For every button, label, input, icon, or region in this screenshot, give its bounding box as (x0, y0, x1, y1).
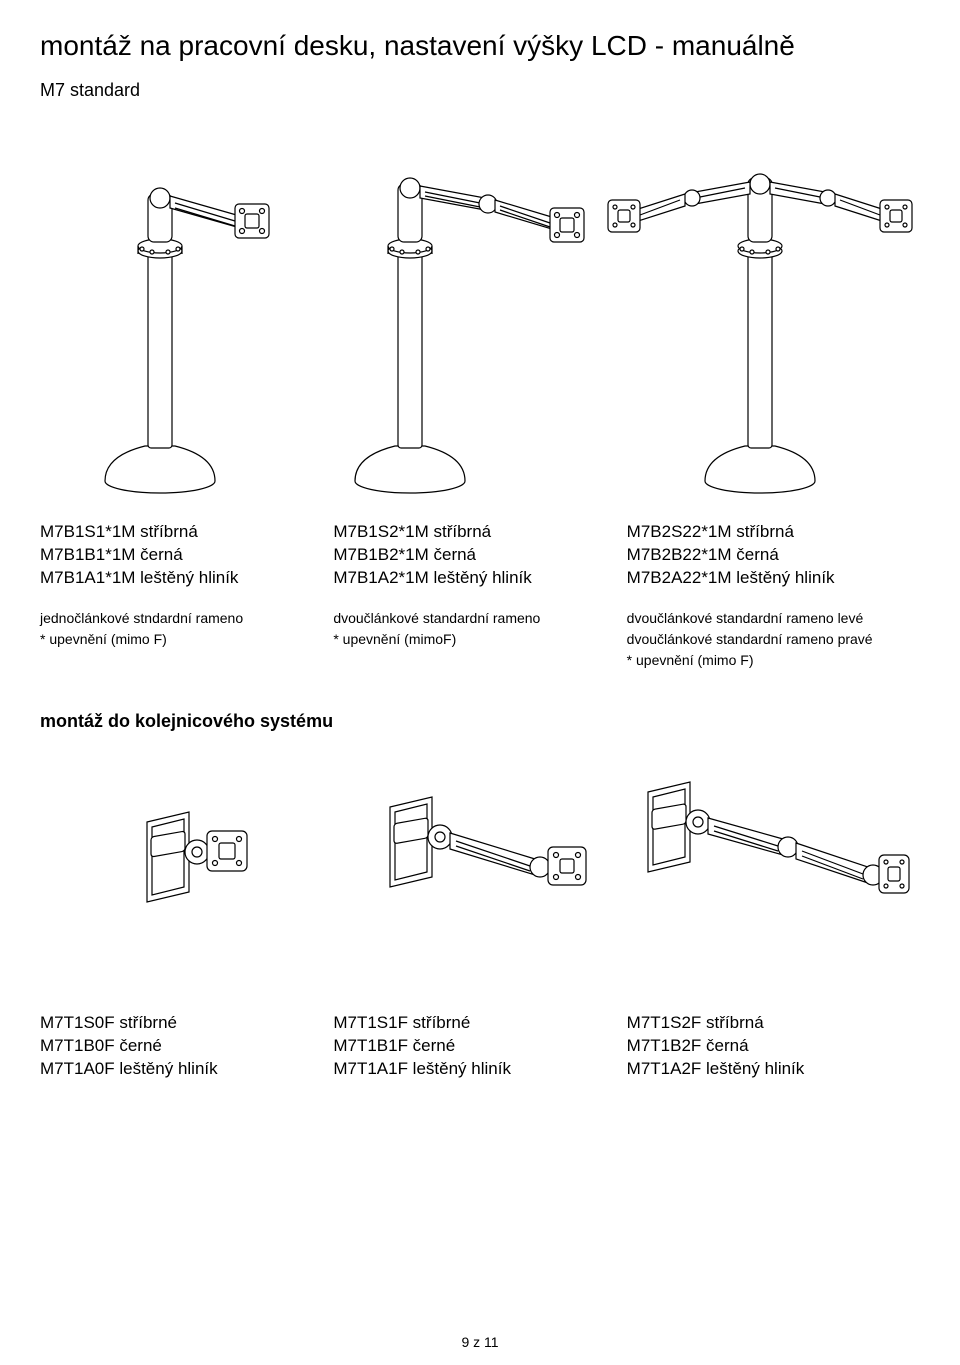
figure-row-1 (40, 126, 920, 496)
code-line: M7B1B1*1M černá (40, 544, 323, 567)
desc-col-3: dvoučlánkové standardní rameno levé dvou… (627, 608, 920, 671)
code-line: M7B1A1*1M leštěný hliník (40, 567, 323, 590)
code-line: M7B1B2*1M černá (333, 544, 616, 567)
mount-double-arm-icon (600, 136, 920, 496)
rail-mount-noarm-icon (117, 797, 257, 937)
code-line: M7T1A2F leštěný hliník (627, 1058, 910, 1081)
desc-line: dvoučlánkové standardní rameno pravé (627, 629, 910, 650)
code-line: M7B1S2*1M stříbrná (333, 521, 616, 544)
rail-mount-single-arm-icon (370, 787, 590, 947)
figure-cell-1 (40, 126, 320, 496)
figure2-cell-3 (627, 762, 920, 972)
code-line: M7B1A2*1M leštěný hliník (333, 567, 616, 590)
code-line: M7T1S0F stříbrné (40, 1012, 323, 1035)
section2-title: montáž do kolejnicového systému (40, 711, 920, 732)
figure-cell-3 (600, 126, 920, 496)
figure2-cell-1 (40, 762, 333, 972)
desc-line: * upevnění (mimo F) (627, 650, 910, 671)
code-line: M7T1A0F leštěný hliník (40, 1058, 323, 1081)
codes-col-2: M7B1S2*1M stříbrná M7B1B2*1M černá M7B1A… (333, 521, 626, 590)
codes-col-1: M7B1S1*1M stříbrná M7B1B1*1M černá M7B1A… (40, 521, 333, 590)
page-number: 9 z 11 (0, 1334, 960, 1350)
code-line: M7T1S1F stříbrné (333, 1012, 616, 1035)
code-line: M7B2A22*1M leštěný hliník (627, 567, 910, 590)
desc-line: dvoučlánkové standardní rameno levé (627, 608, 910, 629)
desc-line: dvoučlánkové standardní rameno (333, 608, 616, 629)
figure2-cell-2 (333, 762, 626, 972)
code-line: M7B1S1*1M stříbrná (40, 521, 323, 544)
codes2-col-3: M7T1S2F stříbrná M7T1B2F černá M7T1A2F l… (627, 1012, 920, 1081)
figure-cell-2 (320, 126, 600, 496)
rail-mount-dual-arm-icon (633, 777, 913, 957)
desc-line: * upevnění (mimoF) (333, 629, 616, 650)
page-subtitle: M7 standard (40, 80, 920, 101)
codes-row-1: M7B1S1*1M stříbrná M7B1B1*1M černá M7B1A… (40, 521, 920, 590)
code-line: M7B2B22*1M černá (627, 544, 910, 567)
desc-col-1: jednočlánkové stndardní rameno * upevněn… (40, 608, 333, 671)
mount-single-arm-icon (80, 136, 280, 496)
code-line: M7T1S2F stříbrná (627, 1012, 910, 1035)
code-line: M7T1B2F černá (627, 1035, 910, 1058)
codes2-col-1: M7T1S0F stříbrné M7T1B0F černé M7T1A0F l… (40, 1012, 333, 1081)
figure-row-2 (40, 762, 920, 972)
code-line: M7B2S22*1M stříbrná (627, 521, 910, 544)
desc-line: jednočlánkové stndardní rameno (40, 608, 323, 629)
code-line: M7T1B1F černé (333, 1035, 616, 1058)
mount-dual-arm-icon (330, 136, 590, 496)
page-title: montáž na pracovní desku, nastavení výšk… (40, 30, 920, 62)
code-line: M7T1B0F černé (40, 1035, 323, 1058)
desc-row-1: jednočlánkové stndardní rameno * upevněn… (40, 608, 920, 671)
codes2-col-2: M7T1S1F stříbrné M7T1B1F černé M7T1A1F l… (333, 1012, 626, 1081)
codes-col-3: M7B2S22*1M stříbrná M7B2B22*1M černá M7B… (627, 521, 920, 590)
desc-col-2: dvoučlánkové standardní rameno * upevněn… (333, 608, 626, 671)
code-line: M7T1A1F leštěný hliník (333, 1058, 616, 1081)
codes-row-2: M7T1S0F stříbrné M7T1B0F černé M7T1A0F l… (40, 1012, 920, 1081)
desc-line: * upevnění (mimo F) (40, 629, 323, 650)
